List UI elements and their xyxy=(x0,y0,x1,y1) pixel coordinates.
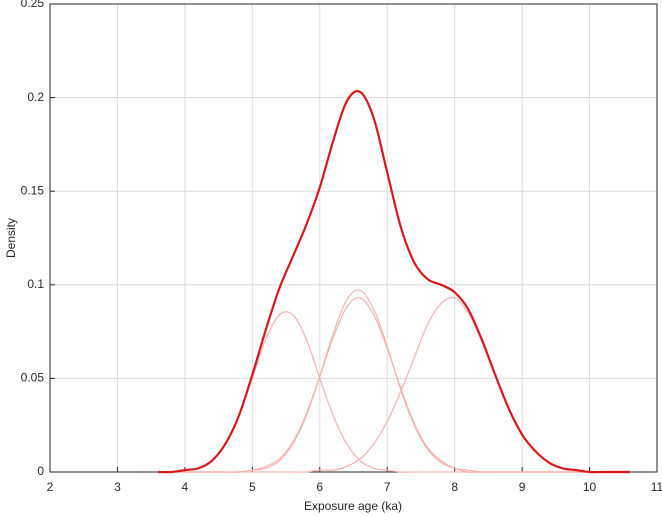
x-tick-label: 3 xyxy=(114,480,121,494)
x-tick-label: 9 xyxy=(519,480,526,494)
y-tick-label: 0.2 xyxy=(27,90,44,104)
y-tick-label: 0 xyxy=(37,464,44,478)
y-tick-label: 0.15 xyxy=(21,183,45,197)
component-line xyxy=(157,289,631,473)
component-line xyxy=(157,296,631,473)
x-tick-label: 7 xyxy=(384,480,391,494)
x-tick-label: 4 xyxy=(182,480,189,494)
x-tick-label: 6 xyxy=(316,480,323,494)
x-axis-label: Exposure age (ka) xyxy=(304,499,402,513)
y-tick-label: 0.05 xyxy=(21,371,45,385)
x-tick-label: 10 xyxy=(583,480,597,494)
component-line xyxy=(157,311,631,473)
x-tick-label: 5 xyxy=(249,480,256,494)
y-tick-label: 0.1 xyxy=(27,277,44,291)
y-tick-label: 0.25 xyxy=(21,0,45,10)
component-line xyxy=(157,297,631,473)
y-axis-label: Density xyxy=(4,218,18,258)
total-density-line xyxy=(157,90,631,474)
x-tick-label: 8 xyxy=(451,480,458,494)
plot-frame xyxy=(49,3,658,473)
x-tick-label: 2 xyxy=(47,480,54,494)
x-tick-label: 11 xyxy=(651,480,662,494)
